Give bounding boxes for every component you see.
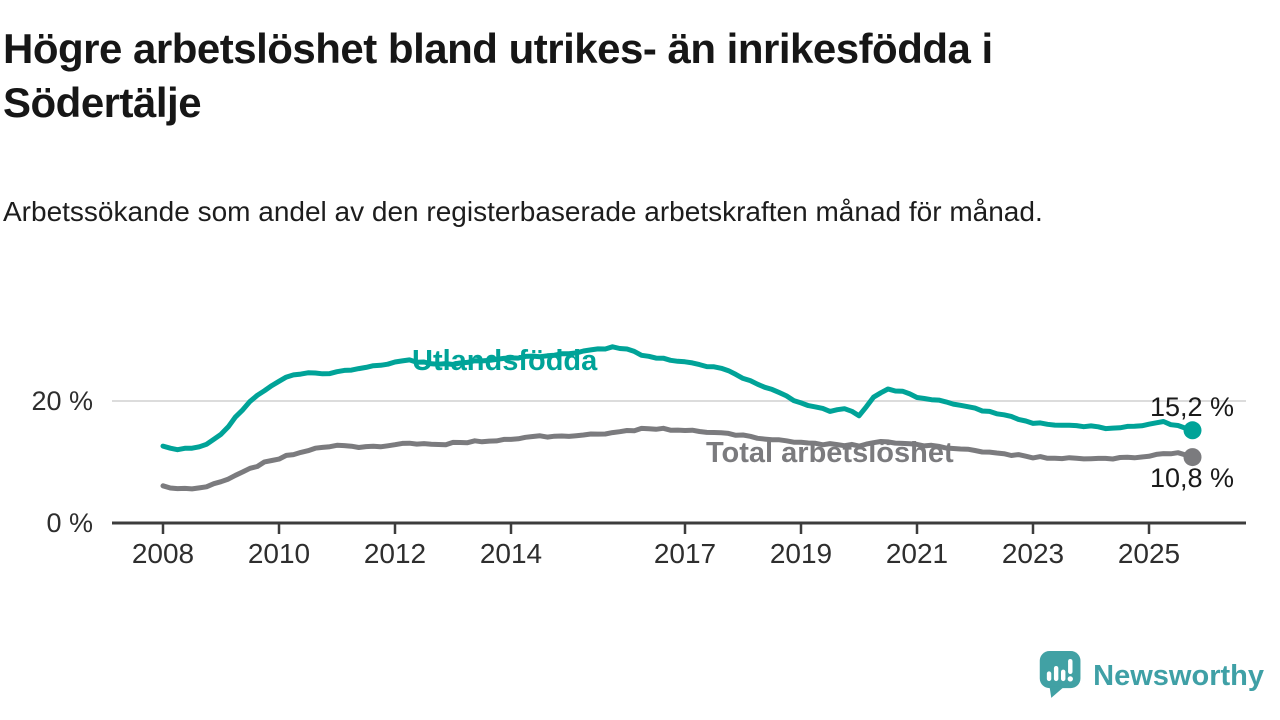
line-utlandsfodda [160, 344, 1195, 453]
series-label-utlandsfodda: Utlandsfödda [412, 345, 598, 377]
page-title: Högre arbetslöshet bland utrikes- än inr… [3, 25, 993, 126]
line-total-arbetsloshet [160, 425, 1195, 492]
end-value-label: 15,2 % [1150, 392, 1234, 422]
series-label-total-arbetsloshet: Total arbetslöshet [706, 437, 954, 469]
x-tick-label: 2008 [132, 538, 194, 569]
brand-name: Newsworthy [1093, 660, 1264, 692]
newsworthy-logo-icon [1038, 649, 1084, 704]
x-tick-label: 2012 [364, 538, 426, 569]
y-tick-label: 0 % [46, 508, 93, 538]
newsworthy-branding: Newsworthy [1038, 649, 1264, 704]
x-tick-label: 2021 [886, 538, 948, 569]
chart-canvas: 2008 2010 2012 2014 2017 2019 2021 2023 2025 20 %… [31, 344, 1246, 569]
unemployment-line-chart: 2008 2010 2012 2014 2017 2019 2021 2023 2025 20 %… [0, 330, 1280, 580]
chart-subtitle: Arbetssökande som andel av den registerb… [3, 196, 1043, 227]
y-tick-label: 20 % [31, 386, 93, 416]
end-dot-total-arbetsloshet [1183, 448, 1202, 467]
end-dot-utlandsfodda [1183, 421, 1202, 440]
x-tick-label: 2010 [248, 538, 310, 569]
x-tick-label: 2014 [480, 538, 542, 569]
x-tick-label: 2019 [770, 538, 832, 569]
x-tick-label: 2023 [1002, 538, 1064, 569]
x-tick-label: 2025 [1118, 538, 1180, 569]
x-tick-label: 2017 [654, 538, 716, 569]
end-value-label: 10,8 % [1150, 463, 1234, 493]
